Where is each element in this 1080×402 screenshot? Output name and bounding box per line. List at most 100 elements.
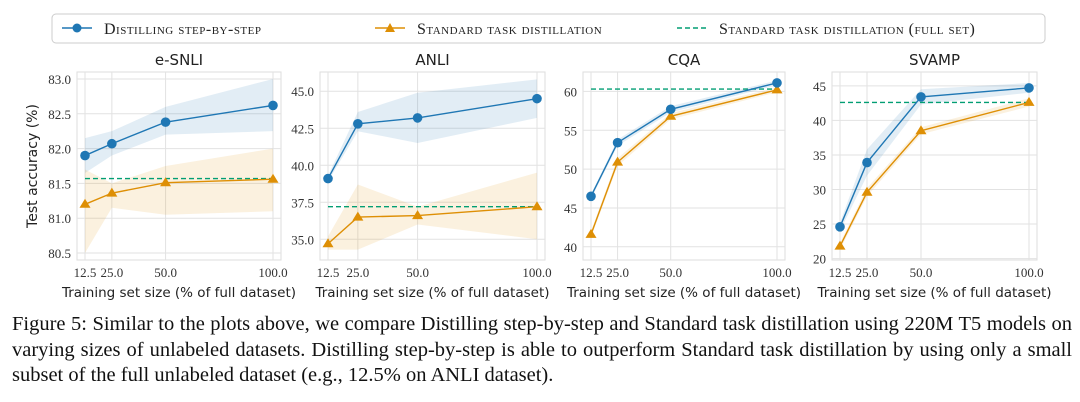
- data-point-std: [322, 238, 334, 248]
- data-point-dss: [107, 138, 117, 149]
- subplot-title: ANLI: [415, 51, 449, 69]
- confidence-band: [85, 148, 273, 254]
- data-point-dss: [532, 93, 542, 104]
- x-tick-label: 100.0: [1014, 265, 1043, 280]
- confidence-band: [328, 172, 537, 250]
- data-point-std: [267, 173, 279, 183]
- x-axis-label: Training set size (% of full dataset): [816, 285, 1051, 301]
- figure: Distilling step-by-step Standard task dis…: [25, 13, 1052, 301]
- data-point-std: [834, 240, 846, 250]
- y-tick-label: 35: [813, 148, 826, 163]
- x-tick-label: 25.0: [346, 265, 369, 280]
- x-tick-label: 50.0: [910, 265, 933, 280]
- y-tick-label: 30: [813, 183, 826, 198]
- series-line: [590, 89, 778, 235]
- x-tick-label: 50.0: [406, 265, 429, 280]
- data-point-dss: [612, 137, 623, 148]
- data-point-dss: [772, 78, 782, 88]
- subplot-title: CQA: [668, 51, 701, 69]
- data-point-std: [1023, 96, 1035, 106]
- y-axis-label: Test accuracy (%): [25, 104, 41, 229]
- confidence-band: [591, 80, 777, 199]
- legend-label: Standard task distillation: [417, 21, 602, 38]
- data-point-std: [861, 186, 873, 196]
- legend-label: Standard task distillation (full set): [719, 21, 975, 38]
- series-line: [590, 82, 778, 197]
- data-point-std: [160, 177, 172, 187]
- legend-box: [51, 13, 1046, 44]
- series-line: [327, 206, 538, 245]
- figure-caption: Figure 5: Similar to the plots above, we…: [12, 313, 1072, 386]
- y-tick-label: 60: [564, 84, 577, 99]
- data-point-std: [106, 187, 118, 197]
- data-point-dss: [323, 173, 333, 184]
- x-tick-label: 25.0: [856, 265, 879, 280]
- data-point-std: [915, 125, 927, 135]
- y-tick-label: 40: [564, 240, 577, 255]
- data-point-dss: [586, 191, 596, 202]
- plot-area: [582, 71, 786, 261]
- subplot-title: e-SNLI: [155, 51, 203, 69]
- legend-circle-marker: [72, 23, 82, 33]
- x-tick-label: 50.0: [154, 265, 177, 280]
- subplot-e-snli: 80.5 81.0 81.5 82.0 82.5 83.0 12.5 25.0 50.0 100.…: [25, 51, 296, 301]
- legend-entry: Standard task distillation: [375, 21, 602, 38]
- y-tick-label: 50: [564, 162, 577, 177]
- data-point-dss: [1024, 83, 1034, 93]
- confidence-band: [840, 83, 1029, 231]
- data-point-std: [79, 198, 91, 208]
- y-tick-label: 45: [564, 201, 577, 216]
- subplot-cqa: 40 45 50 55 60 12.5 25.0 50.0 100.0 CQA Training s…: [564, 51, 801, 301]
- series-line: [327, 97, 538, 179]
- y-tick-label: 37.5: [291, 195, 314, 210]
- data-point-dss: [665, 104, 676, 115]
- y-tick-label: 35.0: [291, 232, 314, 247]
- legend-entry: Distilling step-by-step: [62, 21, 261, 38]
- x-tick-label: 12.5: [74, 265, 97, 280]
- data-point-dss: [862, 157, 872, 168]
- x-tick-label: 50.0: [659, 265, 682, 280]
- data-point-dss: [80, 150, 90, 161]
- confidence-band: [328, 79, 537, 182]
- series-line: [839, 101, 1030, 247]
- confidence-band: [840, 98, 1029, 250]
- subplot-svamp: 20 25 30 35 40 45 12.5 25.0 50.0 100.0 SVAMP Traini…: [813, 51, 1052, 301]
- plot-area: [76, 71, 282, 261]
- y-tick-label: 82.0: [48, 142, 71, 157]
- data-point-dss: [268, 100, 278, 111]
- y-tick-label: 82.5: [48, 107, 71, 122]
- x-tick-label: 25.0: [606, 265, 629, 280]
- x-axis-label: Training set size (% of full dataset): [566, 285, 801, 301]
- x-tick-label: 12.5: [580, 265, 603, 280]
- x-tick-label: 25.0: [100, 265, 123, 280]
- y-tick-label: 81.0: [48, 211, 71, 226]
- data-point-dss: [160, 117, 171, 127]
- y-tick-label: 55: [564, 123, 577, 138]
- y-tick-label: 45.0: [291, 84, 314, 99]
- x-tick-label: 100.0: [258, 265, 287, 280]
- x-tick-label: 12.5: [829, 265, 852, 280]
- data-point-std: [352, 211, 364, 221]
- data-point-std: [412, 210, 424, 220]
- y-tick-label: 20: [813, 252, 826, 267]
- subplot-title: SVAMP: [909, 51, 960, 69]
- legend-triangle-marker: [385, 23, 395, 32]
- data-point-dss: [353, 119, 363, 129]
- y-tick-label: 40.0: [291, 158, 314, 173]
- x-axis-label: Training set size (% of full dataset): [314, 285, 549, 301]
- data-point-dss: [412, 113, 423, 123]
- series-line: [84, 178, 274, 205]
- legend: Distilling step-by-step Standard task dis…: [51, 13, 1046, 44]
- y-tick-label: 42.5: [291, 121, 314, 136]
- y-tick-label: 45: [813, 79, 826, 94]
- series-line: [839, 87, 1030, 228]
- data-point-dss: [835, 222, 845, 232]
- x-axis-label: Training set size (% of full dataset): [61, 285, 296, 301]
- x-tick-label: 100.0: [762, 265, 791, 280]
- y-tick-label: 80.5: [48, 246, 71, 261]
- data-point-dss: [916, 92, 926, 102]
- data-point-std: [665, 110, 677, 120]
- series-line: [84, 104, 274, 157]
- data-point-std: [585, 228, 597, 238]
- data-point-std: [771, 84, 783, 94]
